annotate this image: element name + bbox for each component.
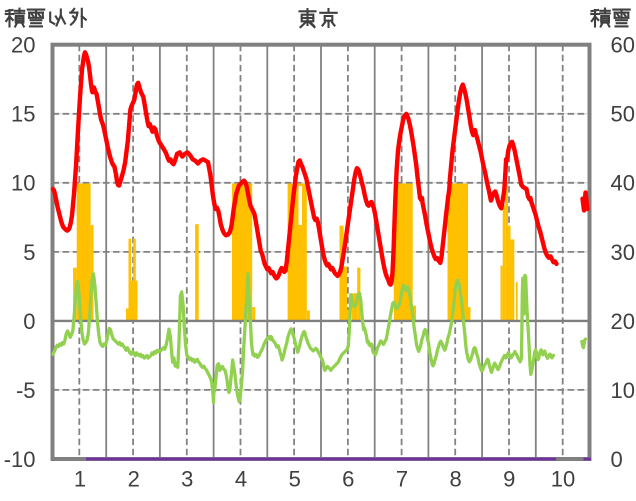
svg-text:-5: -5 bbox=[16, 378, 36, 403]
svg-text:15: 15 bbox=[11, 102, 35, 127]
svg-text:20: 20 bbox=[611, 309, 635, 334]
svg-text:2: 2 bbox=[128, 467, 140, 492]
svg-text:8: 8 bbox=[449, 467, 461, 492]
svg-text:5: 5 bbox=[23, 240, 35, 265]
svg-text:10: 10 bbox=[551, 467, 575, 492]
svg-text:50: 50 bbox=[611, 102, 635, 127]
svg-text:7: 7 bbox=[396, 467, 408, 492]
svg-text:10: 10 bbox=[11, 171, 35, 196]
svg-text:9: 9 bbox=[503, 467, 515, 492]
svg-text:1: 1 bbox=[74, 467, 86, 492]
svg-text:20: 20 bbox=[11, 33, 35, 58]
svg-text:40: 40 bbox=[611, 171, 635, 196]
svg-text:-10: -10 bbox=[4, 447, 36, 472]
svg-text:30: 30 bbox=[611, 240, 635, 265]
svg-text:4: 4 bbox=[235, 467, 247, 492]
svg-text:0: 0 bbox=[23, 309, 35, 334]
svg-text:10: 10 bbox=[611, 378, 635, 403]
svg-text:60: 60 bbox=[611, 33, 635, 58]
svg-text:6: 6 bbox=[342, 467, 354, 492]
svg-text:0: 0 bbox=[611, 447, 623, 472]
svg-text:3: 3 bbox=[181, 467, 193, 492]
svg-text:5: 5 bbox=[289, 467, 301, 492]
